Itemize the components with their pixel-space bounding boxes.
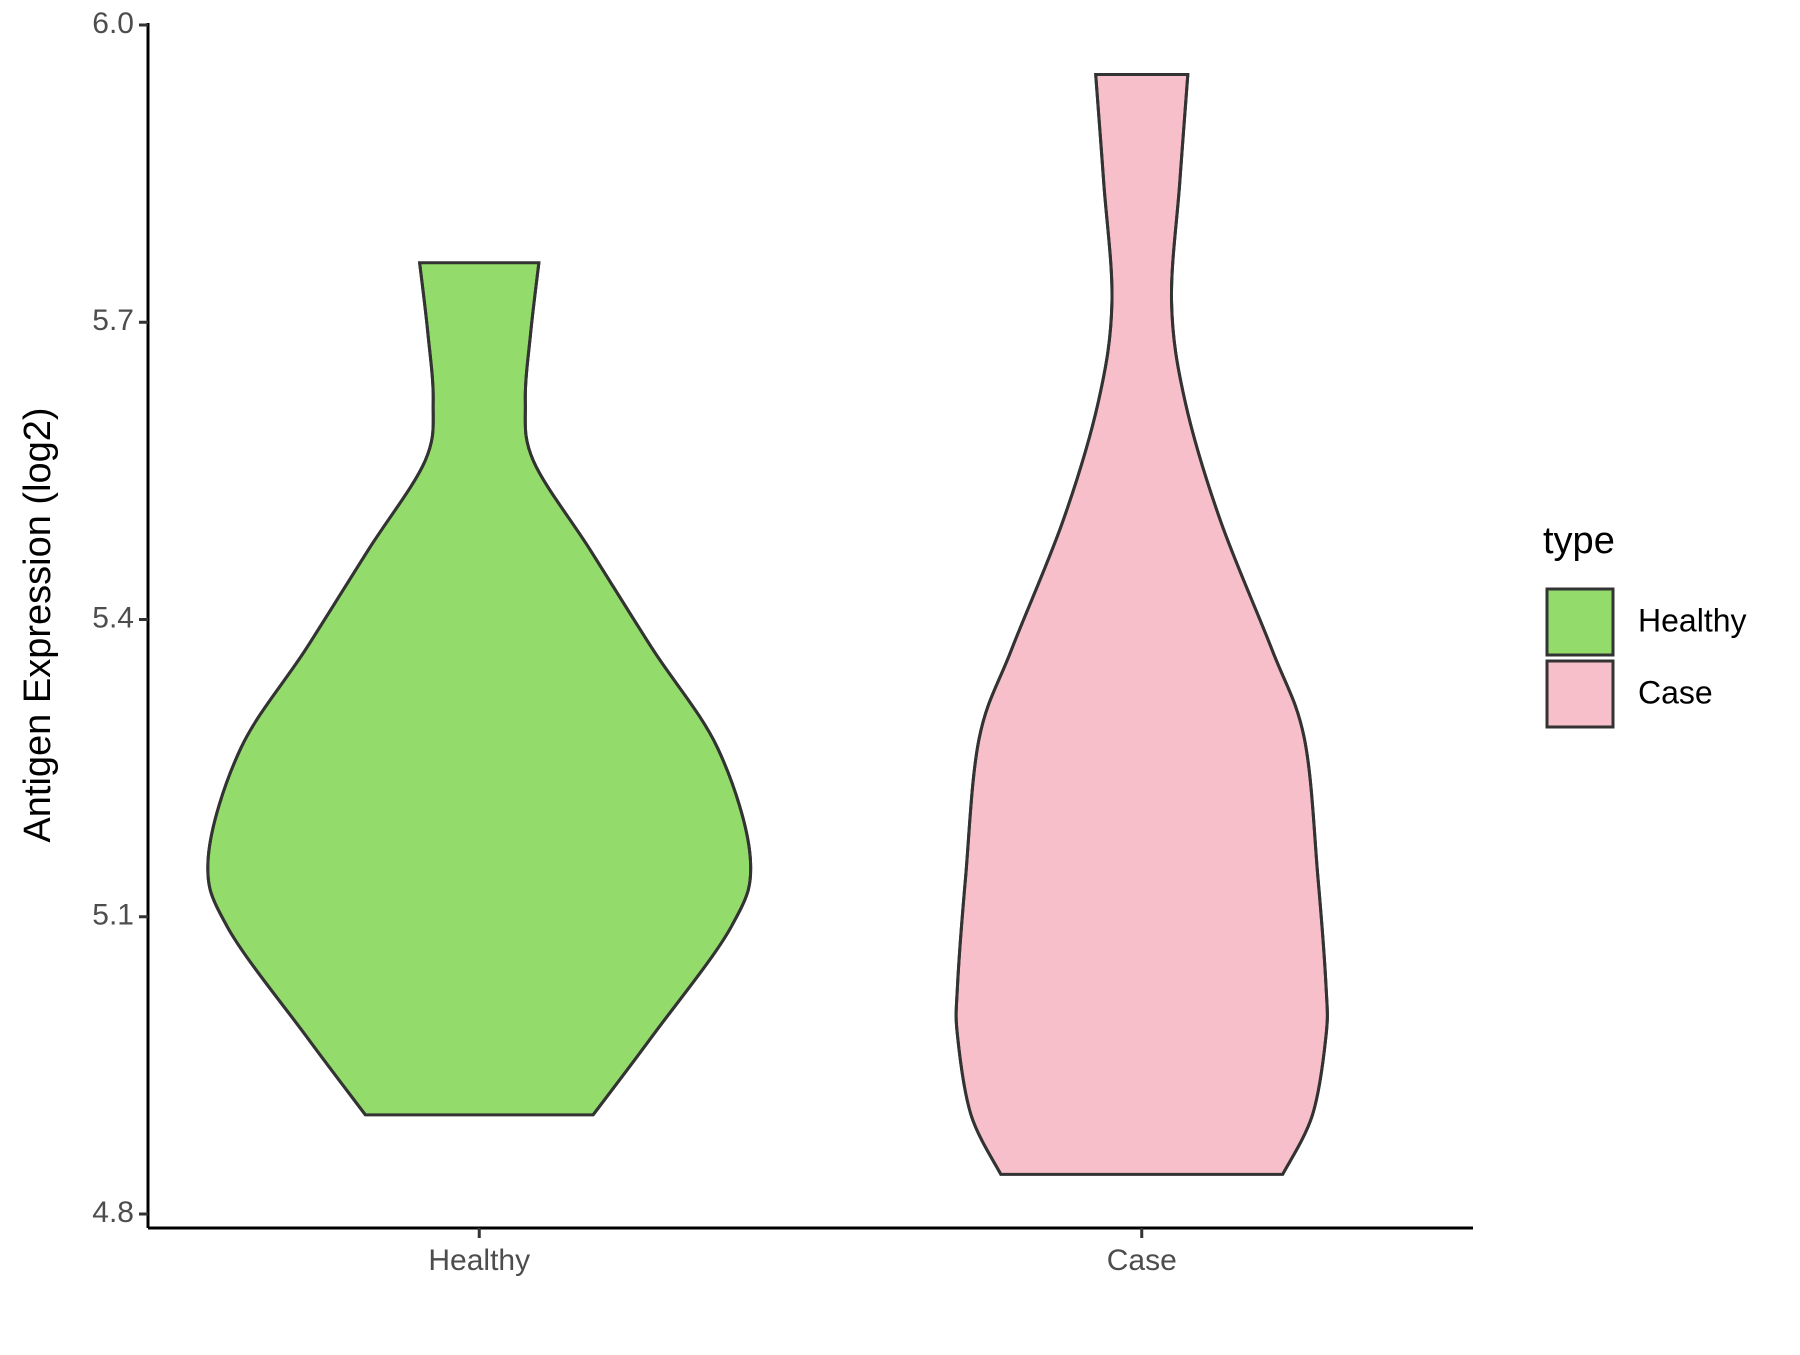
violin-left-edge bbox=[206, 262, 435, 1116]
violin-body bbox=[954, 73, 1329, 1176]
legend-title: type bbox=[1543, 520, 1615, 562]
y-tick-label: 5.7 bbox=[92, 304, 134, 337]
legend-swatch bbox=[1545, 659, 1615, 729]
y-tick-label: 5.1 bbox=[92, 899, 134, 932]
legend-swatch bbox=[1545, 587, 1615, 657]
violin-left-edge bbox=[954, 74, 1114, 1176]
y-axis-title: Antigen Expression (log2) bbox=[17, 407, 59, 842]
y-tick-label: 6.0 bbox=[92, 7, 134, 40]
violin-right-edge bbox=[523, 262, 753, 1116]
x-tick-label: Healthy bbox=[428, 1244, 530, 1277]
legend-label: Healthy bbox=[1638, 602, 1747, 638]
legend-label: Case bbox=[1638, 674, 1713, 710]
violin-right-edge bbox=[1169, 74, 1329, 1176]
y-tick-label: 4.8 bbox=[92, 1196, 134, 1229]
violin-body bbox=[206, 261, 753, 1117]
y-tick-label: 5.4 bbox=[92, 601, 134, 634]
x-tick-label: Case bbox=[1107, 1244, 1177, 1277]
